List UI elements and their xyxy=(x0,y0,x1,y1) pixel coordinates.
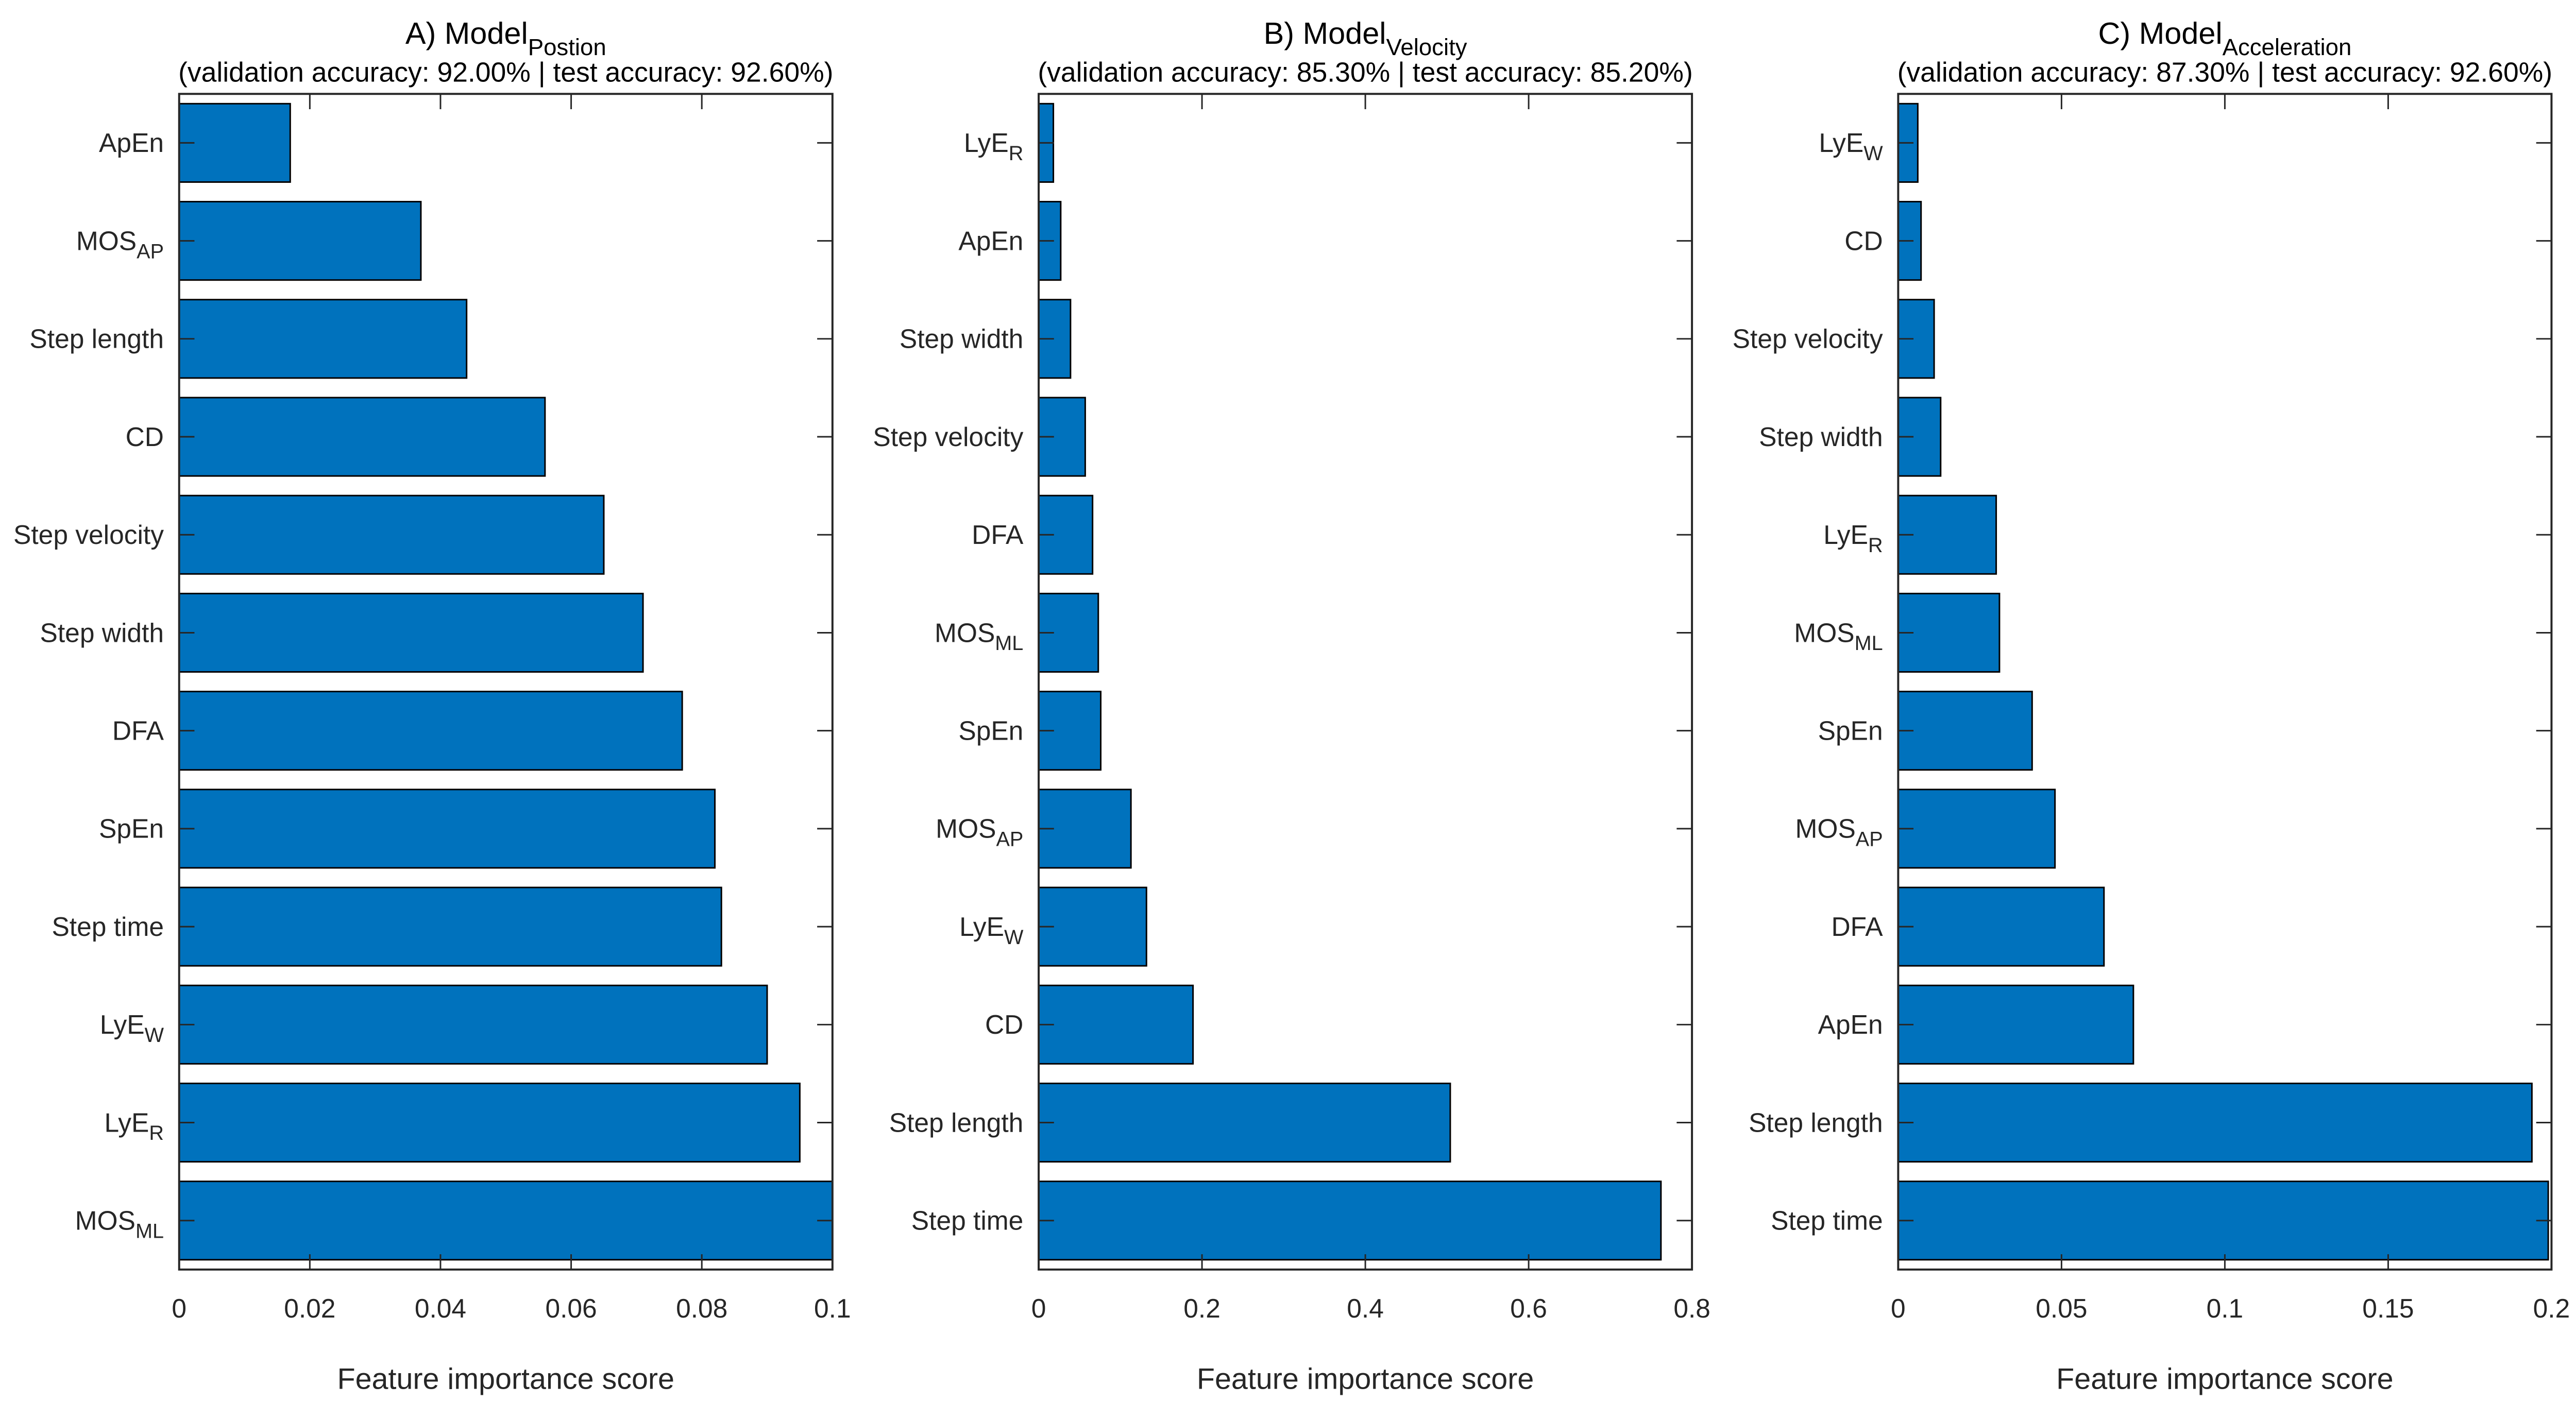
xtick-label: 0.02 xyxy=(284,1293,335,1323)
panel-C: 0 0.05 0.1 0.15 0.2 LyEW CD Step velocity Step w… xyxy=(1733,16,2570,1395)
bar-step-time xyxy=(1038,1181,1662,1261)
bar-lye-w xyxy=(1038,886,1147,967)
ytick-label-mos-ap: MOSAP xyxy=(1795,814,1883,851)
bar-dfa xyxy=(178,691,683,771)
ytick-label-spen: SpEn xyxy=(99,814,164,844)
xtick-label: 0.2 xyxy=(2533,1293,2570,1323)
ytick-label-apen: ApEn xyxy=(99,128,164,158)
x-axis-label: Feature importance score xyxy=(2056,1363,2393,1396)
ytick-label-step-length: Step length xyxy=(1749,1107,1883,1137)
ytick-label-lye-w: LyEW xyxy=(100,1010,164,1047)
bar-mos-ap xyxy=(1897,789,2056,869)
bar-apen xyxy=(178,102,291,183)
bar-step-velocity xyxy=(178,494,605,575)
ytick-label-step-width: Step width xyxy=(900,324,1023,354)
ytick-label-step-width: Step width xyxy=(1759,422,1883,452)
ytick-label-mos-ml: MOSML xyxy=(1794,618,1883,655)
ytick-label-lye-w: LyEW xyxy=(1819,128,1883,165)
ytick-label-mos-ml: MOSML xyxy=(75,1206,164,1243)
ytick-label-mos-ml: MOSML xyxy=(935,618,1023,655)
xtick-label: 0.2 xyxy=(1183,1293,1221,1323)
ytick-label-step-velocity: Step velocity xyxy=(13,520,164,550)
bar-step-time xyxy=(178,886,722,967)
xtick-label: 0 xyxy=(172,1293,187,1323)
panel-subtitle: (validation accuracy: 92.00% | test accu… xyxy=(178,58,833,88)
bar-mos-ml xyxy=(1897,592,2001,673)
bar-lye-r xyxy=(178,1082,801,1163)
panel-title: B) ModelVelocity xyxy=(1264,16,1467,60)
ytick-label-mos-ap: MOSAP xyxy=(936,814,1023,851)
xtick-label: 0.08 xyxy=(676,1293,727,1323)
ytick-label-lye-r: LyER xyxy=(964,128,1023,165)
bar-cd xyxy=(178,397,546,477)
bar-step-width xyxy=(178,592,644,673)
panel-title: C) ModelAcceleration xyxy=(2098,16,2351,60)
xtick-label: 0.04 xyxy=(415,1293,466,1323)
ytick-label-lye-r: LyER xyxy=(105,1107,164,1144)
xtick-label: 0.1 xyxy=(814,1293,851,1323)
xtick-label: 0.6 xyxy=(1510,1293,1547,1323)
xtick-label: 0.8 xyxy=(1673,1293,1710,1323)
plot-box xyxy=(178,93,834,1271)
bar-step-time xyxy=(1897,1181,2549,1261)
ytick-label-cd: CD xyxy=(985,1010,1023,1039)
bar-spen xyxy=(1897,691,2033,771)
bar-step-length xyxy=(1038,1082,1451,1163)
ytick-label-lye-r: LyER xyxy=(1823,520,1883,557)
panel-A: 0 0.02 0.04 0.06 0.08 0.1 ApEn MOSAP Step length… xyxy=(13,16,851,1395)
bar-mos-ml xyxy=(178,1181,834,1261)
xtick-label: 0 xyxy=(1031,1293,1046,1323)
ytick-label-mos-ap: MOSAP xyxy=(76,226,164,263)
ytick-label-step-velocity: Step velocity xyxy=(1733,324,1883,354)
bar-apen xyxy=(1897,984,2134,1065)
xtick-label: 0.4 xyxy=(1347,1293,1384,1323)
ytick-label-lye-w: LyEW xyxy=(959,912,1024,949)
ytick-label-dfa: DFA xyxy=(972,520,1024,550)
bar-lye-w xyxy=(178,984,768,1065)
ytick-label-step-width: Step width xyxy=(40,618,164,647)
xtick-label: 0.1 xyxy=(2207,1293,2244,1323)
panel-subtitle: (validation accuracy: 87.30% | test accu… xyxy=(1897,58,2552,88)
ytick-label-apen: ApEn xyxy=(958,226,1023,255)
ytick-label-dfa: DFA xyxy=(112,715,164,745)
ytick-label-spen: SpEn xyxy=(958,715,1023,745)
ytick-label-step-velocity: Step velocity xyxy=(873,422,1023,452)
xtick-label: 0 xyxy=(1891,1293,1906,1323)
ytick-label-step-time: Step time xyxy=(1771,1206,1883,1236)
ytick-label-step-time: Step time xyxy=(52,912,164,942)
panel-B: 0 0.2 0.4 0.6 0.8 LyER ApEn Step width Step velo… xyxy=(873,16,1710,1395)
x-axis-label: Feature importance score xyxy=(337,1363,674,1396)
xtick-label: 0.06 xyxy=(545,1293,597,1323)
x-axis-label: Feature importance score xyxy=(1197,1363,1534,1396)
ytick-label-spen: SpEn xyxy=(1818,715,1883,745)
panel-subtitle: (validation accuracy: 85.30% | test accu… xyxy=(1038,58,1692,88)
bar-mos-ap xyxy=(178,201,422,281)
bar-step-length xyxy=(1897,1082,2533,1163)
ytick-label-step-length: Step length xyxy=(889,1107,1024,1137)
ytick-label-cd: CD xyxy=(126,422,164,452)
bar-spen xyxy=(178,789,716,869)
bar-step-length xyxy=(178,299,468,379)
ytick-label-apen: ApEn xyxy=(1818,1010,1883,1039)
bar-dfa xyxy=(1897,886,2105,967)
panel-title: A) ModelPostion xyxy=(405,16,606,60)
ytick-label-step-time: Step time xyxy=(911,1206,1024,1236)
ytick-label-dfa: DFA xyxy=(1831,912,1883,942)
ytick-label-cd: CD xyxy=(1844,226,1883,255)
bar-mos-ap xyxy=(1038,789,1132,869)
bar-lye-r xyxy=(1897,494,1997,575)
bar-cd xyxy=(1038,984,1194,1065)
ytick-label-step-length: Step length xyxy=(29,324,164,354)
xtick-label: 0.15 xyxy=(2362,1293,2414,1323)
xtick-label: 0.05 xyxy=(2036,1293,2087,1323)
